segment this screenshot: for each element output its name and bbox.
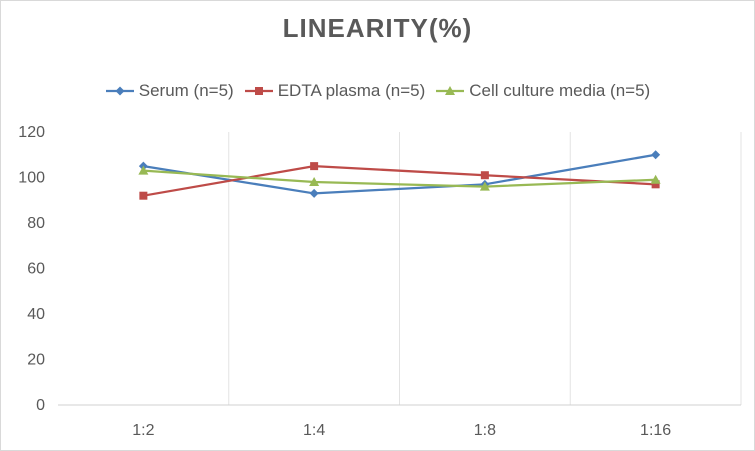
legend-marker-2 <box>445 86 456 95</box>
data-point-1-1 <box>310 162 319 171</box>
y-tick-label-20: 20 <box>27 352 45 369</box>
legend-item-2: Cell culture media (n=5) <box>435 81 650 101</box>
legend-label-2: Cell culture media (n=5) <box>469 81 651 100</box>
data-point-2-0 <box>138 165 149 175</box>
legend: Serum (n=5) EDTA plasma (n=5) Cell culture… <box>1 81 754 101</box>
legend-swatch-2 <box>436 86 465 95</box>
data-point-1-2 <box>480 171 489 180</box>
data-point-0-1 <box>309 188 319 198</box>
legend-marker-0 <box>115 86 125 96</box>
y-tick-label-40: 40 <box>27 306 45 323</box>
x-tick-label-1: 1:4 <box>303 422 325 439</box>
series-line-2 <box>143 169 656 188</box>
legend-item-0: Serum (n=5) <box>105 81 234 101</box>
y-tick-label-100: 100 <box>18 170 45 187</box>
series-line-1 <box>143 165 656 197</box>
data-point-2-1 <box>309 177 320 187</box>
y-tick-label-60: 60 <box>27 261 45 278</box>
data-point-1-0 <box>139 191 148 200</box>
chart-title: LINEARITY(%) <box>282 13 473 43</box>
legend-label-1: EDTA plasma (n=5) <box>277 81 426 100</box>
x-tick-label-0: 1:2 <box>132 422 154 439</box>
legend-label-0: Serum (n=5) <box>138 81 234 100</box>
data-point-2-3 <box>650 174 661 184</box>
x-tick-label-3: 1:16 <box>640 422 671 439</box>
y-tick-label-120: 120 <box>18 124 45 141</box>
data-point-0-3 <box>651 150 661 160</box>
legend-swatch-0 <box>105 86 134 96</box>
data-point-1-3 <box>651 180 660 189</box>
legend-marker-1 <box>254 87 263 95</box>
legend-swatch-1 <box>244 87 273 95</box>
legend-item-1: EDTA plasma (n=5) <box>244 81 426 101</box>
x-tick-label-2: 1:8 <box>474 422 496 439</box>
y-tick-label-80: 80 <box>27 215 45 232</box>
data-point-2-2 <box>479 181 490 191</box>
y-tick-label-0: 0 <box>36 397 45 414</box>
